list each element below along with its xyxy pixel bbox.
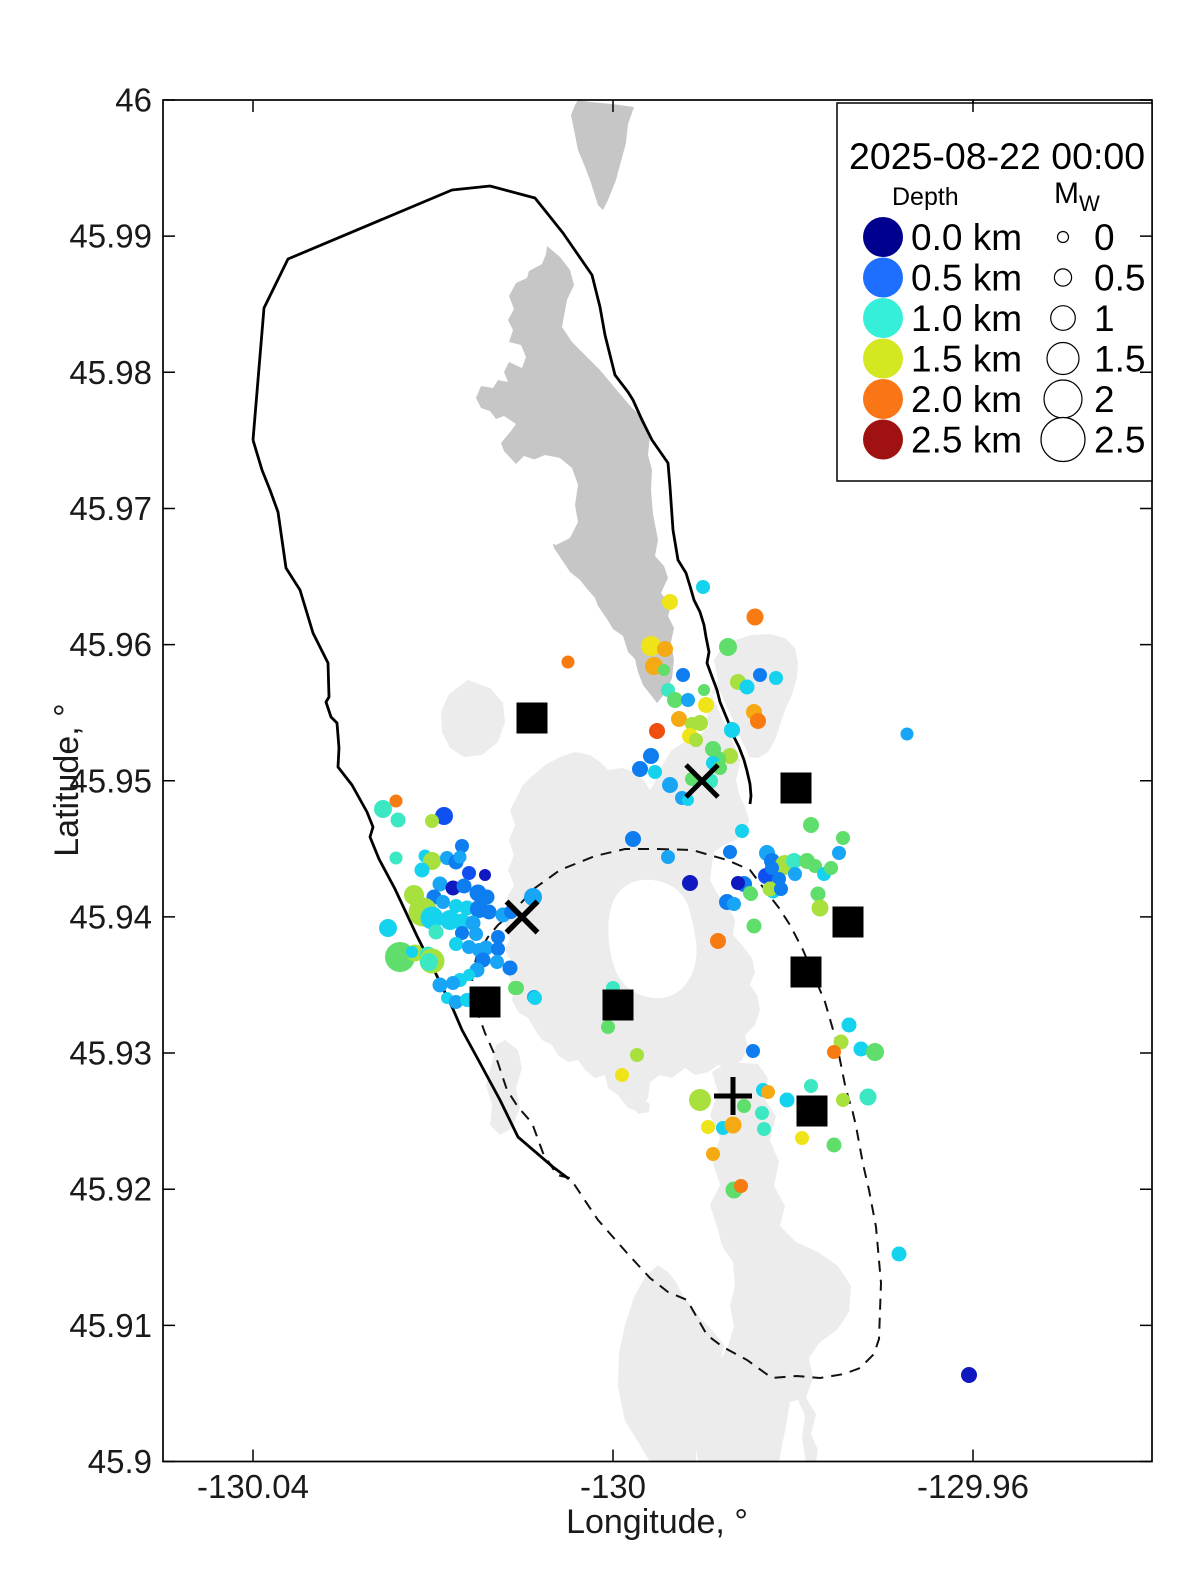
svg-text:Longitude, °: Longitude, ° <box>566 1503 748 1541</box>
svg-text:1.0 km: 1.0 km <box>911 298 1022 339</box>
svg-text:45.96: 45.96 <box>69 626 152 663</box>
svg-text:0.0 km: 0.0 km <box>911 217 1022 258</box>
svg-text:0: 0 <box>1094 217 1115 258</box>
svg-text:45.93: 45.93 <box>69 1035 152 1072</box>
svg-text:1.5: 1.5 <box>1094 339 1145 380</box>
svg-text:2: 2 <box>1094 379 1115 420</box>
svg-text:Latitude, °: Latitude, ° <box>48 703 86 856</box>
svg-text:2.5 km: 2.5 km <box>911 420 1022 461</box>
svg-text:1.5 km: 1.5 km <box>911 339 1022 380</box>
svg-text:45.9: 45.9 <box>88 1443 152 1480</box>
svg-text:45.97: 45.97 <box>69 490 152 527</box>
svg-text:-130: -130 <box>580 1468 646 1505</box>
svg-text:2025-08-22 00:00: 2025-08-22 00:00 <box>849 135 1145 177</box>
svg-text:-129.96: -129.96 <box>917 1468 1029 1505</box>
svg-text:45.91: 45.91 <box>69 1307 152 1344</box>
svg-text:0.5 km: 0.5 km <box>911 258 1022 299</box>
svg-text:2.5: 2.5 <box>1094 420 1145 461</box>
svg-text:45.98: 45.98 <box>69 354 152 391</box>
svg-text:45.99: 45.99 <box>69 218 152 255</box>
svg-text:45.95: 45.95 <box>69 762 152 799</box>
svg-text:-130.04: -130.04 <box>197 1468 309 1505</box>
svg-text:45.92: 45.92 <box>69 1171 152 1208</box>
svg-text:1: 1 <box>1094 298 1115 339</box>
svg-text:45.94: 45.94 <box>69 898 152 935</box>
svg-text:2.0 km: 2.0 km <box>911 379 1022 420</box>
svg-text:46: 46 <box>115 82 152 119</box>
svg-text:MW: MW <box>1054 177 1100 216</box>
svg-text:0.5: 0.5 <box>1094 258 1145 299</box>
svg-text:Depth: Depth <box>892 183 959 211</box>
